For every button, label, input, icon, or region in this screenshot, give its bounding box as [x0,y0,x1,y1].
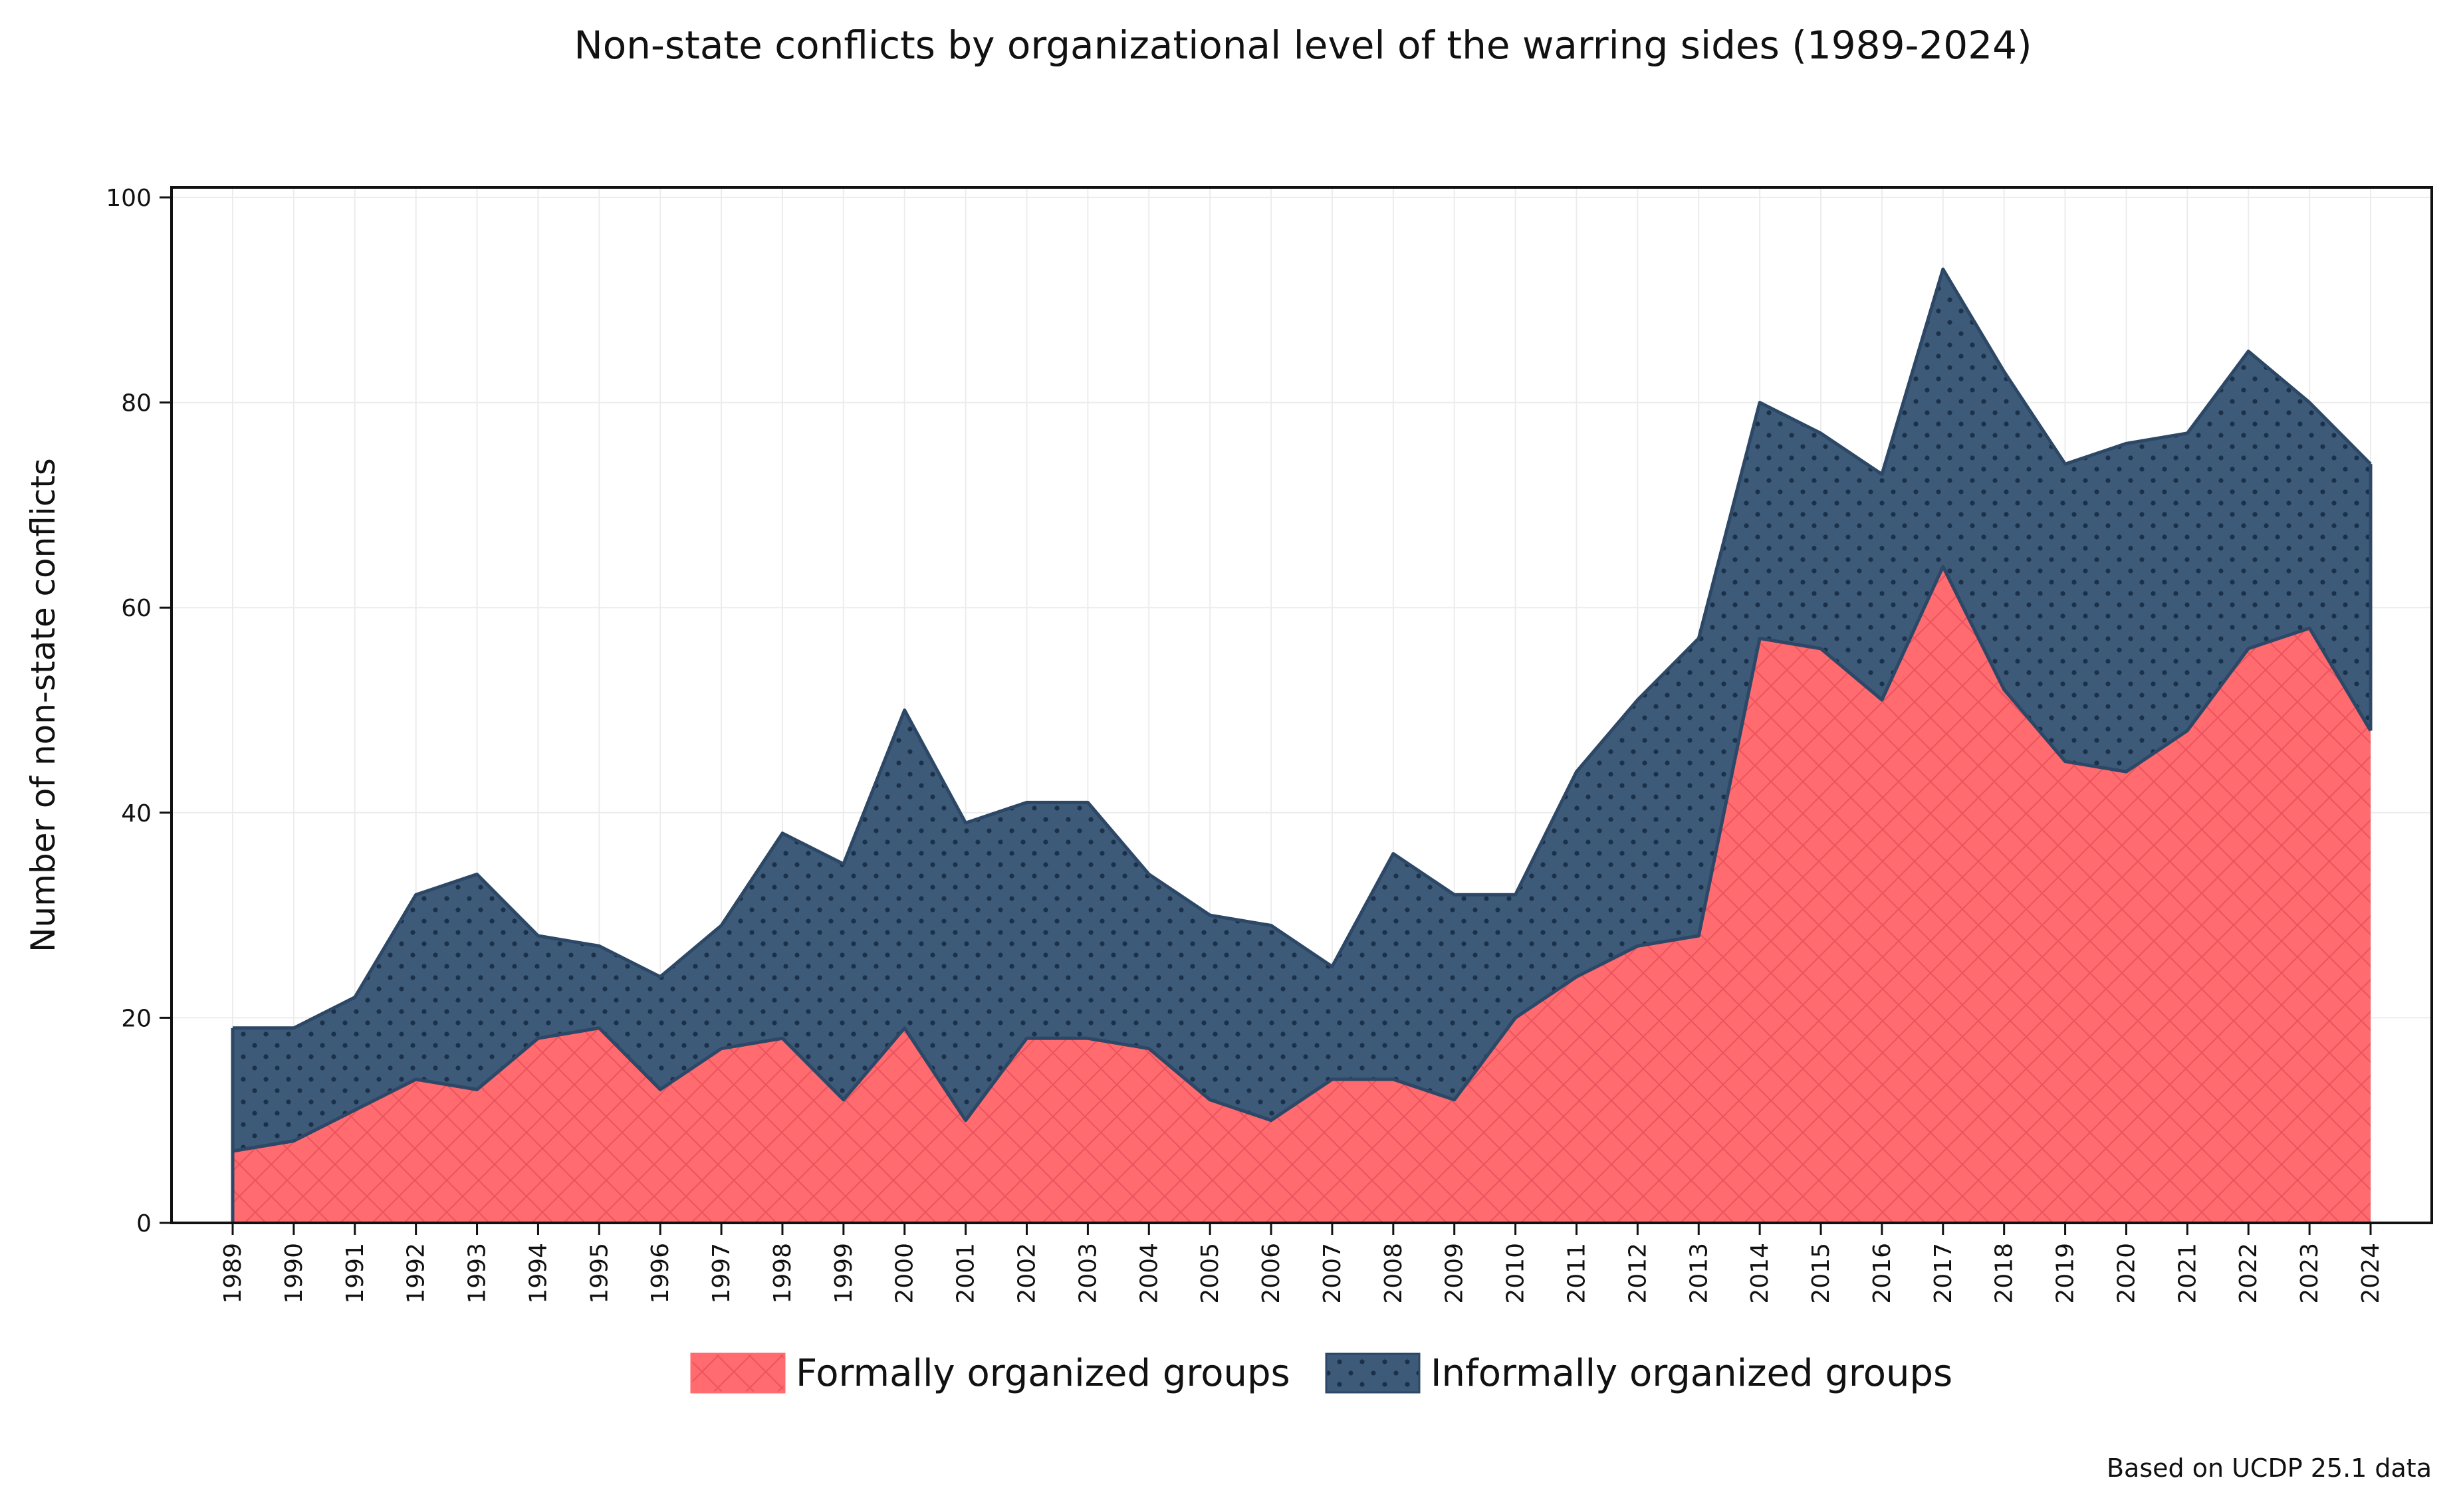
x-tick-label-2022: 2022 [2235,1243,2262,1304]
y-tick-label-20: 20 [121,1005,152,1032]
x-tick-label-1995: 1995 [586,1243,613,1304]
x-tick-label-2002: 2002 [1014,1243,1041,1304]
area-formal [233,566,2371,1223]
y-tick-label-80: 80 [121,390,152,417]
legend-swatch-informal [1325,1352,1421,1394]
x-tick-label-2000: 2000 [891,1243,919,1304]
y-tick-label-100: 100 [106,185,152,212]
x-tick-label-1989: 1989 [219,1243,247,1304]
chart-title: Non-state conflicts by organizational le… [574,23,2032,68]
x-tick-label-2009: 2009 [1441,1243,1468,1304]
x-tick-label-1993: 1993 [464,1243,491,1304]
x-tick-label-2021: 2021 [2174,1243,2201,1304]
x-tick-label-2012: 2012 [1624,1243,1651,1304]
x-tick-label-1997: 1997 [708,1243,735,1304]
area-informal [233,269,2371,1151]
source-note: Based on UCDP 25.1 data [2107,1454,2432,1483]
x-tick-label-1991: 1991 [342,1243,369,1304]
x-tick-label-2013: 2013 [1685,1243,1712,1304]
x-tick-label-1994: 1994 [525,1243,552,1304]
x-tick-label-2005: 2005 [1197,1243,1224,1304]
x-tick-label-2003: 2003 [1074,1243,1102,1304]
y-tick-label-60: 60 [121,595,152,622]
x-tick-label-2007: 2007 [1319,1243,1346,1304]
x-tick-label-2017: 2017 [1930,1243,1957,1304]
plot-frame [170,186,2433,1224]
x-tick-label-2004: 2004 [1135,1243,1163,1304]
x-tick-label-1992: 1992 [403,1243,430,1304]
legend-item-informal: Informally organized groups [1325,1352,1952,1395]
x-tick-label-2011: 2011 [1563,1243,1590,1304]
legend-swatch-formal [690,1352,786,1394]
y-tick-label-0: 0 [136,1210,152,1238]
legend-label-formal: Formally organized groups [796,1352,1290,1395]
x-tick-label-1999: 1999 [830,1243,858,1304]
x-tick-label-2006: 2006 [1258,1243,1285,1304]
x-tick-label-2014: 2014 [1746,1243,1774,1304]
area-series [231,267,2373,1223]
x-tick-label-2008: 2008 [1380,1243,1407,1304]
x-tick-label-2001: 2001 [953,1243,980,1304]
x-tick-label-1998: 1998 [769,1243,796,1304]
y-tick-label-40: 40 [121,800,152,827]
line-informal-top [233,267,2372,1030]
x-axis-ticks: 1989 1990 1991 1992 1993 1994 1995 1996 1997 1998… [219,1223,2385,1304]
y-axis-ticks: 0 20 40 60 80 100 [106,185,172,1238]
x-tick-label-2016: 2016 [1869,1243,1896,1304]
x-tick-label-1990: 1990 [281,1243,308,1304]
x-tick-label-2024: 2024 [2357,1243,2385,1304]
y-axis-label: Number of non-state conflicts [24,458,62,952]
x-tick-label-1996: 1996 [647,1243,674,1304]
legend-item-formal: Formally organized groups [690,1352,1290,1395]
legend-label-informal: Informally organized groups [1431,1352,1952,1395]
x-tick-label-2019: 2019 [2052,1243,2079,1304]
x-tick-label-2020: 2020 [2113,1243,2140,1304]
legend: Formally organized groups Informally org… [690,1352,1952,1395]
x-tick-label-2018: 2018 [1991,1243,2018,1304]
line-formal-top [232,565,2373,1153]
x-tick-label-2010: 2010 [1502,1243,1530,1304]
x-tick-label-2023: 2023 [2296,1243,2323,1304]
x-tick-label-2015: 2015 [1808,1243,1835,1304]
